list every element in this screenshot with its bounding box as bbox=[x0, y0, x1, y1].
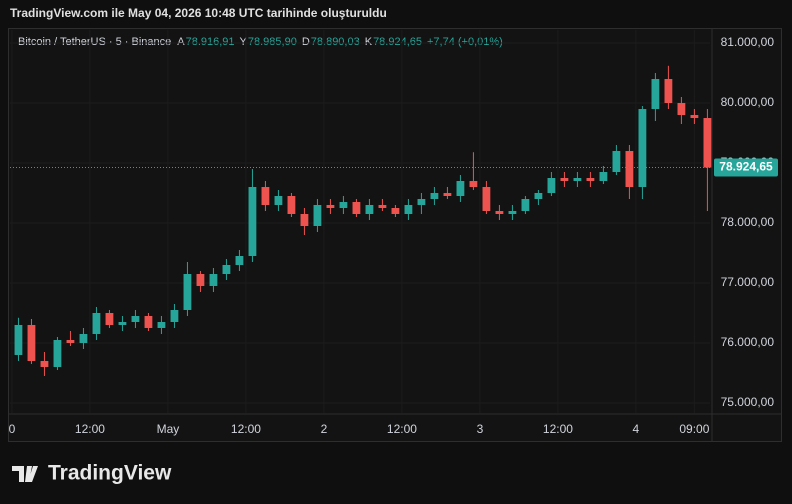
y-tick-label: 77.000,00 bbox=[721, 275, 775, 289]
candle-body bbox=[547, 178, 556, 194]
candle-body bbox=[144, 315, 153, 328]
legend: Bitcoin / TetherUS · 5 · Binance A 78.916… bbox=[18, 36, 503, 48]
legend-change: +7,74 (+0,01%) bbox=[427, 36, 503, 48]
candle-body bbox=[417, 199, 426, 206]
candle-body bbox=[664, 79, 673, 104]
y-tick-label: 76.000,00 bbox=[721, 335, 775, 349]
x-tick-label: 12:00 bbox=[387, 422, 417, 436]
candle-body bbox=[625, 151, 634, 188]
candle-body bbox=[248, 187, 257, 256]
candle-body bbox=[235, 255, 244, 265]
candle-body bbox=[209, 273, 218, 286]
candle-body bbox=[79, 333, 88, 343]
candle-body bbox=[196, 273, 205, 286]
candle-body bbox=[261, 187, 270, 206]
candle-body bbox=[105, 312, 114, 325]
candle-body bbox=[573, 178, 582, 182]
candle-body bbox=[599, 172, 608, 182]
candle-body bbox=[365, 205, 374, 215]
x-tick-label: May bbox=[157, 422, 180, 436]
candle-body bbox=[482, 187, 491, 212]
legend-high: 78.985,90 bbox=[248, 36, 297, 48]
candle-body bbox=[456, 181, 465, 197]
legend-close-key: K bbox=[365, 36, 373, 48]
candle-body bbox=[534, 193, 543, 200]
x-tick-label: 12:00 bbox=[231, 422, 261, 436]
candle-body bbox=[391, 208, 400, 215]
y-tick-label: 81.000,00 bbox=[721, 35, 775, 49]
candle-body bbox=[183, 273, 192, 310]
candle-body bbox=[430, 193, 439, 200]
x-tick-label: 2 bbox=[321, 422, 328, 436]
candle-body bbox=[339, 202, 348, 209]
x-tick-label: 09:00 bbox=[679, 422, 709, 436]
candle-body bbox=[92, 312, 101, 334]
candle-body bbox=[66, 339, 75, 343]
candle-body bbox=[378, 205, 387, 209]
candle-body bbox=[638, 109, 647, 188]
last-price-label: 78.924,65 bbox=[719, 160, 773, 174]
candle-body bbox=[521, 199, 530, 212]
x-tick-label: 12:00 bbox=[75, 422, 105, 436]
candle-body bbox=[651, 79, 660, 110]
candle-body bbox=[157, 321, 166, 328]
candle-body bbox=[170, 309, 179, 322]
candle-body bbox=[274, 196, 283, 206]
candle-body bbox=[14, 324, 23, 355]
x-tick-label: 4 bbox=[633, 422, 640, 436]
legend-open-key: A bbox=[177, 36, 185, 48]
candle-body bbox=[326, 205, 335, 209]
x-tick-label: 0 bbox=[9, 422, 16, 436]
x-tick-label: 12:00 bbox=[543, 422, 573, 436]
candle-body bbox=[352, 202, 361, 215]
candle-body bbox=[612, 151, 621, 173]
candle-body bbox=[313, 205, 322, 226]
x-tick-label: 3 bbox=[477, 422, 484, 436]
candle-body bbox=[404, 205, 413, 215]
legend-close: 78.924,65 bbox=[373, 36, 422, 48]
last-price-box bbox=[714, 158, 778, 177]
symbol: Bitcoin / TetherUS · 5 · Binance bbox=[18, 36, 171, 48]
candle-body bbox=[586, 178, 595, 182]
legend-low: 78.890,03 bbox=[311, 36, 360, 48]
candle-body bbox=[131, 315, 140, 322]
legend-open: 78.916,91 bbox=[186, 36, 235, 48]
candle-body bbox=[508, 211, 517, 215]
footer-logo: TradingView bbox=[48, 462, 172, 485]
candle-body bbox=[40, 360, 49, 367]
candle-body bbox=[300, 214, 309, 226]
candle-body bbox=[118, 321, 127, 325]
legend-low-key: D bbox=[302, 36, 310, 48]
candle-body bbox=[690, 115, 699, 119]
logo-icon bbox=[12, 466, 38, 482]
candle-body bbox=[469, 181, 478, 188]
candle-body bbox=[677, 103, 686, 116]
y-tick-label: 78.000,00 bbox=[721, 215, 775, 229]
legend-high-key: Y bbox=[240, 36, 248, 48]
candle-body bbox=[560, 178, 569, 182]
candle-body bbox=[222, 264, 231, 274]
y-tick-label: 75.000,00 bbox=[721, 395, 775, 409]
y-tick-label: 80.000,00 bbox=[721, 95, 775, 109]
candle-body bbox=[53, 339, 62, 367]
header: TradingView.com ile May 04, 2026 10:48 U… bbox=[10, 6, 387, 20]
candle-body bbox=[495, 211, 504, 215]
candle-body bbox=[703, 118, 712, 168]
candle-body bbox=[443, 193, 452, 197]
candle-body bbox=[287, 196, 296, 215]
candle-body bbox=[27, 324, 36, 361]
